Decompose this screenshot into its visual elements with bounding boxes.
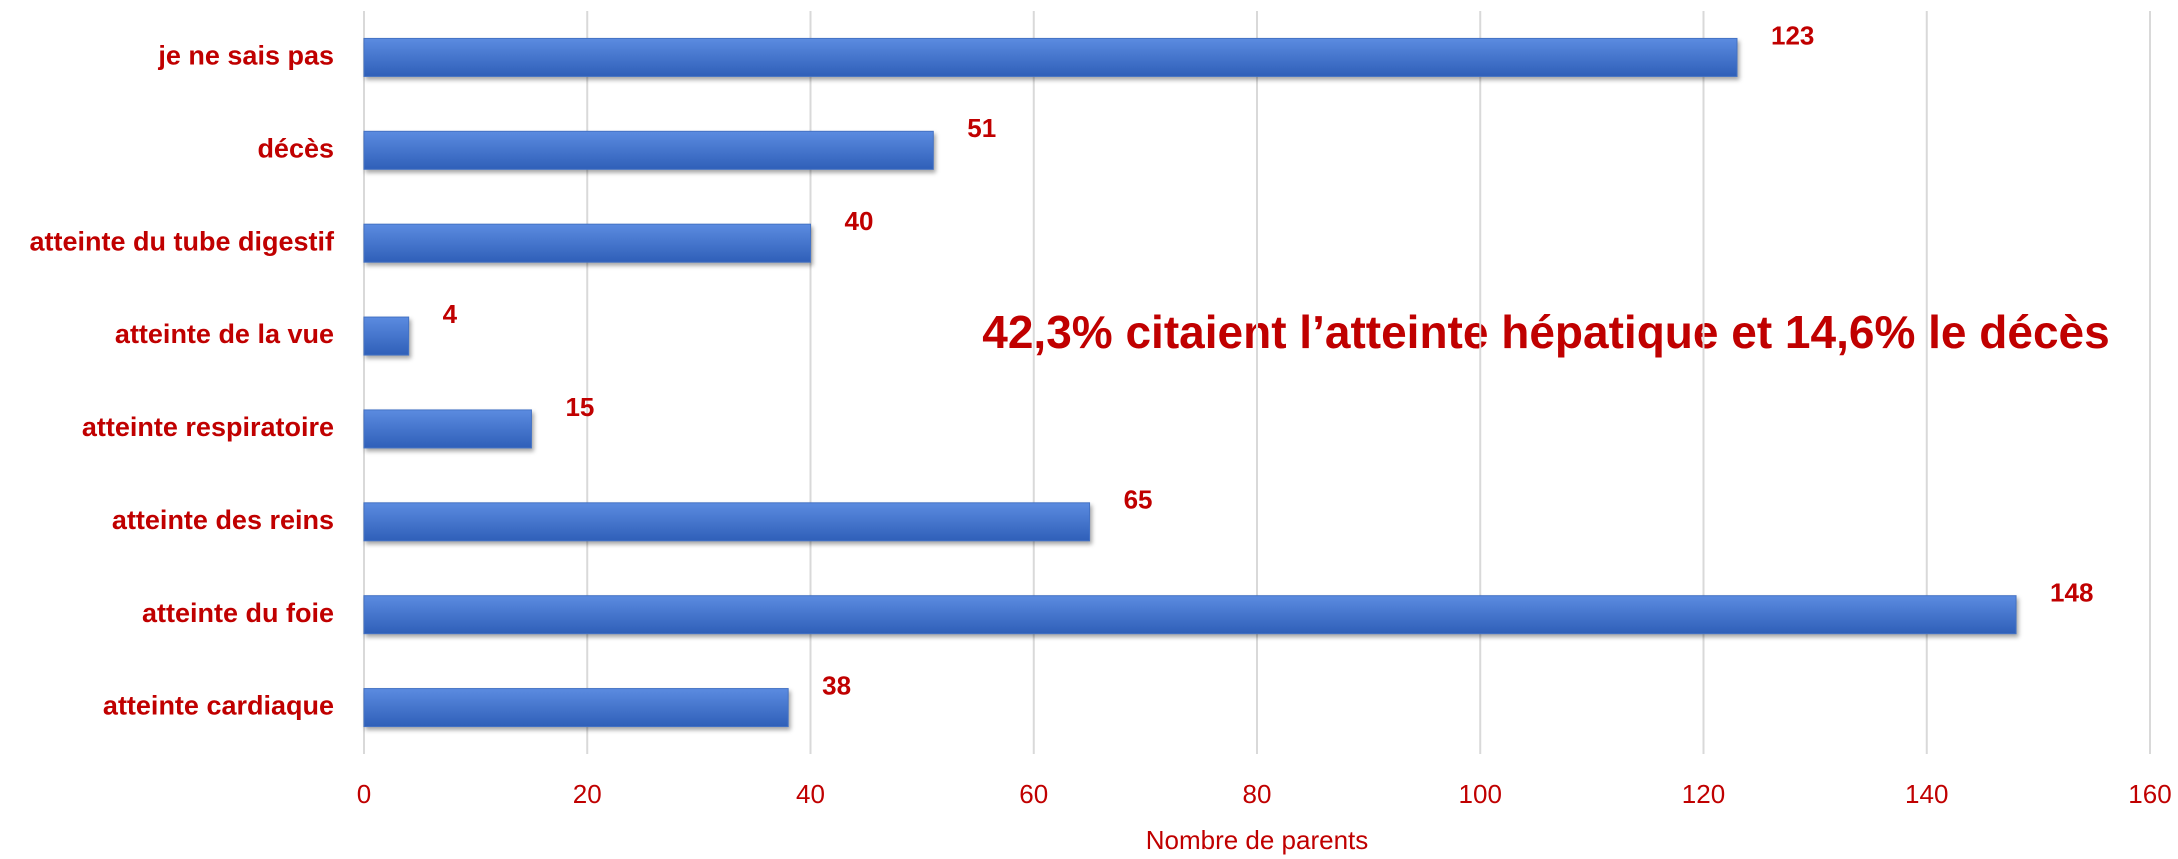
x-tick-label: 160 (2128, 779, 2171, 809)
value-label: 148 (2050, 578, 2093, 608)
value-label: 15 (565, 392, 594, 422)
x-axis-title: Nombre de parents (1146, 825, 1369, 855)
value-label: 123 (1771, 20, 1814, 50)
bar (363, 130, 934, 170)
annotation: 42,3% citaient l’atteinte hépatique et 1… (982, 306, 2109, 358)
y-tick-label: atteinte cardiaque (103, 691, 334, 721)
y-tick-label: je ne sais pas (157, 41, 334, 71)
x-tick-label: 0 (357, 779, 371, 809)
bar (363, 37, 1738, 77)
bar (363, 316, 410, 356)
x-tick-label: 20 (573, 779, 602, 809)
value-label: 4 (443, 299, 458, 329)
y-tick-label: décès (257, 133, 334, 163)
y-tick-label: atteinte de la vue (115, 319, 334, 349)
value-label: 65 (1124, 485, 1153, 515)
bar (363, 502, 1091, 542)
value-label: 38 (822, 670, 851, 700)
y-tick-label: atteinte du tube digestif (29, 226, 335, 256)
value-label: 51 (967, 113, 996, 143)
y-tick-label: atteinte des reins (112, 505, 334, 535)
x-tick-label: 40 (796, 779, 825, 809)
y-tick-label: atteinte respiratoire (82, 412, 334, 442)
x-tick-label: 80 (1243, 779, 1272, 809)
value-label: 40 (845, 206, 874, 236)
bar (363, 688, 789, 728)
bar (363, 595, 2017, 635)
y-tick-label: atteinte du foie (142, 598, 334, 628)
bar (363, 223, 811, 263)
x-tick-label: 60 (1019, 779, 1048, 809)
bar (363, 409, 532, 449)
x-tick-label: 140 (1905, 779, 1948, 809)
x-tick-label: 120 (1682, 779, 1725, 809)
x-tick-label: 100 (1459, 779, 1502, 809)
